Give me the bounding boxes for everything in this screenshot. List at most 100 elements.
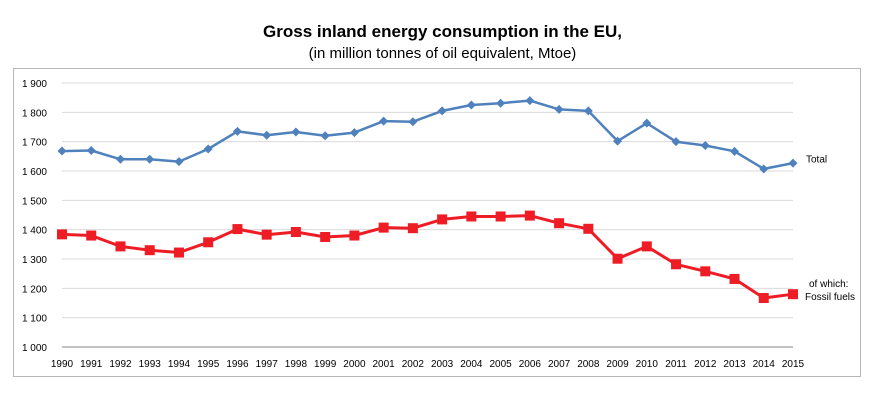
data-point-fossil-fuels xyxy=(290,227,301,238)
data-point-total xyxy=(525,96,535,106)
x-tick-label: 1993 xyxy=(139,359,162,370)
x-axis-tick-labels: 1990 1991 1992 1993 1994 1995 1996 1997 1998 1999… xyxy=(51,359,805,370)
x-tick-label: 1996 xyxy=(226,359,249,370)
data-point-fossil-fuels xyxy=(495,211,506,222)
x-tick-label: 2012 xyxy=(694,359,717,370)
y-tick-label: 1 000 xyxy=(22,343,47,354)
series-label-fossil-fuels-line1: of which: xyxy=(809,279,848,290)
x-tick-label: 2015 xyxy=(782,359,805,370)
data-point-fossil-fuels xyxy=(349,230,360,241)
x-tick-label: 2011 xyxy=(665,359,687,370)
data-point-total xyxy=(408,117,418,127)
y-tick-label: 1 100 xyxy=(22,314,47,325)
data-point-fossil-fuels xyxy=(407,223,418,234)
data-point-fossil-fuels xyxy=(378,222,389,233)
data-point-fossil-fuels xyxy=(115,241,126,252)
data-point-fossil-fuels xyxy=(261,229,272,240)
data-point-fossil-fuels xyxy=(671,259,682,270)
data-point-total xyxy=(700,140,710,150)
series-line-total xyxy=(61,99,794,171)
data-point-total xyxy=(759,164,769,174)
data-point-total xyxy=(232,126,242,136)
y-tick-label: 1 800 xyxy=(22,108,47,119)
x-tick-label: 2001 xyxy=(373,359,396,370)
data-point-total xyxy=(613,136,623,146)
x-tick-label: 2005 xyxy=(489,359,512,370)
data-point-fossil-fuels xyxy=(173,247,184,258)
data-point-fossil-fuels xyxy=(554,218,565,229)
data-point-total xyxy=(145,154,155,164)
y-tick-label: 1 900 xyxy=(22,79,47,90)
x-tick-label: 2002 xyxy=(402,359,425,370)
data-point-fossil-fuels xyxy=(144,245,155,256)
data-point-total xyxy=(583,106,593,116)
x-tick-label: 1991 xyxy=(80,359,103,370)
data-point-fossil-fuels xyxy=(788,289,798,300)
data-point-total xyxy=(554,104,564,114)
x-tick-label: 1995 xyxy=(197,359,220,370)
data-point-fossil-fuels xyxy=(203,237,214,248)
data-point-total xyxy=(437,106,447,116)
data-point-total xyxy=(320,131,330,141)
data-point-total xyxy=(291,127,301,137)
data-point-fossil-fuels xyxy=(232,224,243,235)
data-point-fossil-fuels xyxy=(466,211,477,222)
y-tick-label: 1 400 xyxy=(22,226,47,237)
x-tick-label: 1997 xyxy=(256,359,279,370)
data-point-fossil-fuels xyxy=(729,273,740,284)
data-point-total xyxy=(349,128,359,138)
chart-title: Gross inland energy consumption in the E… xyxy=(263,22,622,41)
data-point-fossil-fuels xyxy=(437,214,448,225)
y-axis-tick-labels: 1 000 1 100 1 200 1 300 1 400 1 500 1 600 1 700… xyxy=(22,79,47,354)
y-tick-label: 1 500 xyxy=(22,196,47,207)
data-point-total xyxy=(379,116,389,126)
data-point-fossil-fuels xyxy=(524,210,535,221)
y-tick-label: 1 300 xyxy=(22,255,47,266)
data-point-total xyxy=(262,130,272,140)
y-tick-label: 1 700 xyxy=(22,138,47,149)
data-point-total xyxy=(642,118,652,128)
x-tick-label: 1999 xyxy=(314,359,337,370)
x-tick-label: 2013 xyxy=(723,359,746,370)
data-point-fossil-fuels xyxy=(583,223,594,234)
series-labels: Total of which: Fossil fuels xyxy=(805,155,855,304)
data-point-total xyxy=(788,158,798,168)
data-point-fossil-fuels xyxy=(320,232,331,242)
x-tick-label: 1998 xyxy=(285,359,308,370)
x-tick-label: 2006 xyxy=(519,359,542,370)
data-point-total xyxy=(86,145,96,155)
data-point-fossil-fuels xyxy=(758,293,769,304)
series-label-fossil-fuels-line2: Fossil fuels xyxy=(805,292,855,303)
series-label-total: Total xyxy=(806,155,827,166)
data-point-fossil-fuels xyxy=(57,229,67,240)
data-point-total xyxy=(496,98,506,108)
data-series xyxy=(57,96,798,304)
x-tick-label: 1990 xyxy=(51,359,74,370)
chart-subtitle: (in million tonnes of oil equivalent, Mt… xyxy=(308,45,577,62)
data-point-fossil-fuels xyxy=(641,241,652,252)
x-tick-label: 2009 xyxy=(606,359,629,370)
data-point-total xyxy=(57,146,67,156)
x-tick-label: 2008 xyxy=(577,359,600,370)
data-point-fossil-fuels xyxy=(700,266,711,277)
x-tick-label: 2003 xyxy=(431,359,454,370)
chart-frame xyxy=(13,68,861,377)
data-point-fossil-fuels xyxy=(86,230,97,241)
data-point-total xyxy=(174,157,184,167)
data-point-total xyxy=(203,144,213,154)
x-tick-label: 1994 xyxy=(168,359,191,370)
gridlines xyxy=(62,82,793,348)
data-point-total xyxy=(466,100,476,110)
x-tick-label: 1992 xyxy=(109,359,132,370)
x-tick-label: 2010 xyxy=(636,359,659,370)
x-tick-label: 2007 xyxy=(548,359,571,370)
x-tick-label: 2014 xyxy=(753,359,776,370)
data-point-total xyxy=(730,146,740,156)
y-tick-label: 1 600 xyxy=(22,167,47,178)
x-tick-label: 2000 xyxy=(343,359,366,370)
series-line-fossil-fuels xyxy=(61,214,794,300)
x-tick-label: 2004 xyxy=(460,359,483,370)
data-point-fossil-fuels xyxy=(612,253,623,264)
data-point-total xyxy=(671,137,681,147)
